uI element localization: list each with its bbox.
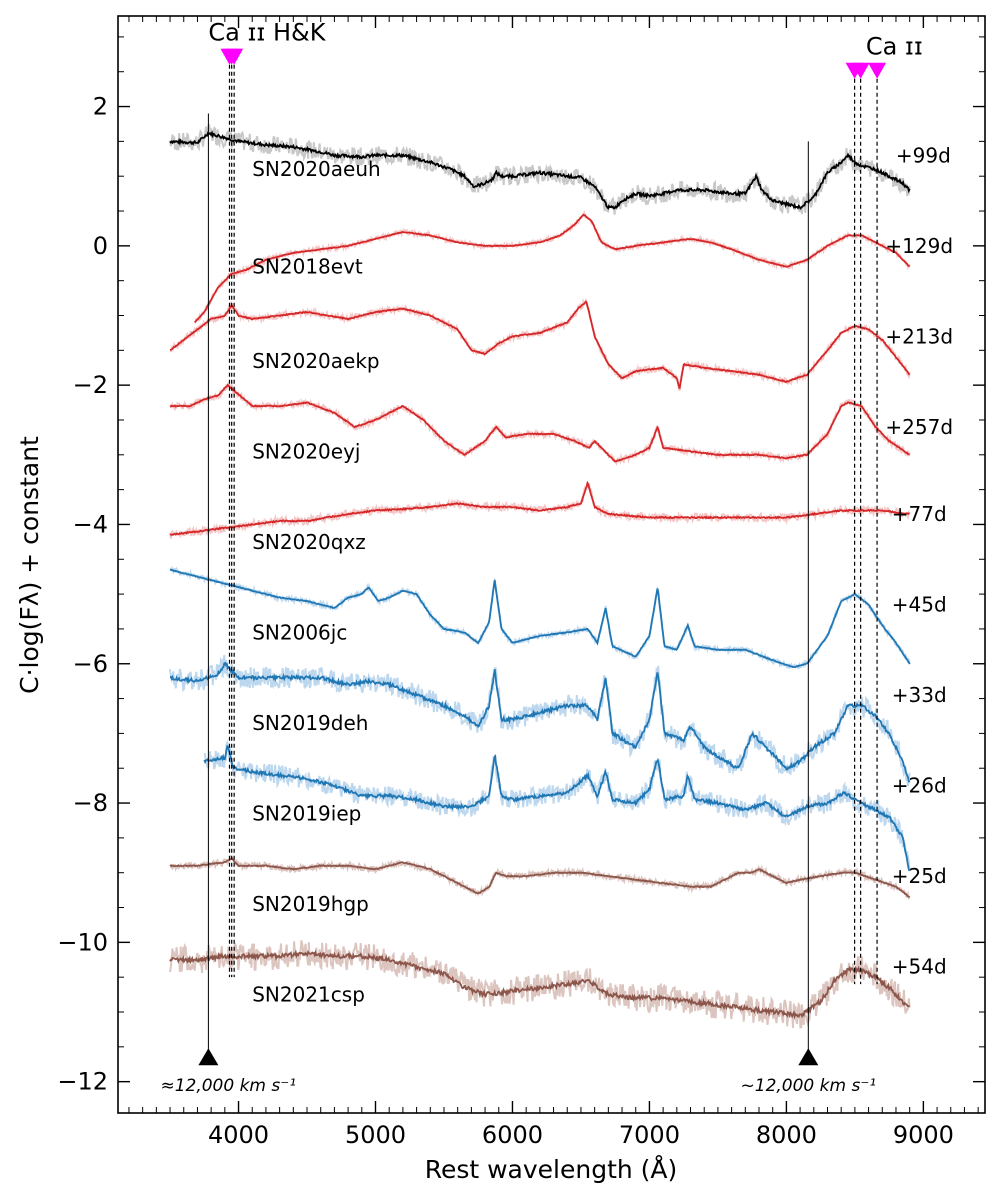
spectrum-lines: [169, 130, 911, 1020]
x-tick-label: 8000: [756, 1121, 817, 1149]
x-tick-label: 5000: [345, 1121, 406, 1149]
velocity-marker-triangle: [798, 1048, 819, 1066]
phase-label: +99d: [896, 143, 951, 167]
spectrum-line-SN2020qxz: [169, 480, 910, 536]
spectrum-line-SN2020eyj: [169, 383, 910, 463]
velocity-lines: [198, 113, 819, 1066]
y-tick-label: −2: [73, 371, 108, 399]
ca-reference-lines: [220, 48, 887, 985]
annotations: SN2020aeuh +99d SN2018evt +129d SN2020aekp +2…: [160, 18, 953, 1096]
noise-band-SN2020aekp: [169, 297, 911, 392]
x-axis-label: Rest wavelength (Å): [425, 1155, 678, 1184]
spectrum-line-SN2019iep: [203, 744, 911, 872]
y-tick-label: −12: [57, 1068, 108, 1096]
spectrum-line-SN2020aekp: [169, 300, 911, 389]
spectrum-label: SN2019hgp: [252, 892, 369, 916]
noise-band-SN2019iep: [203, 739, 911, 869]
phase-label: +213d: [885, 324, 953, 348]
phase-label: +45d: [892, 593, 947, 617]
phase-label: +33d: [892, 683, 947, 707]
velocity-label: ≈12,000 km s⁻¹: [160, 1076, 296, 1096]
spectrum-line-SN2021csp: [169, 949, 910, 1020]
spectrum-line-SN2019deh: [169, 661, 911, 783]
ca-marker-triangle: [225, 48, 244, 65]
spectrum-label: SN2006jc: [252, 620, 347, 644]
spectrum-label: SN2018evt: [252, 255, 363, 279]
ca-hk-label: Ca ɪɪ H&K: [208, 18, 326, 46]
phase-label: +77d: [892, 502, 947, 526]
x-tick-label: 7000: [619, 1121, 680, 1149]
phase-label: +129d: [885, 234, 953, 258]
phase-label: +54d: [892, 955, 947, 979]
spectrum-label: SN2020aekp: [252, 349, 379, 373]
spectrum-label: SN2021csp: [252, 983, 365, 1007]
x-tick-label: 6000: [482, 1121, 543, 1149]
velocity-marker-triangle: [198, 1048, 219, 1066]
spectrum-label: SN2019deh: [252, 711, 368, 735]
y-tick-label: 2: [93, 93, 108, 121]
spectrum-label: SN2020eyj: [252, 439, 360, 463]
y-tick-label: −4: [73, 510, 108, 538]
y-tick-label: −6: [73, 650, 108, 678]
ca-marker-triangle: [851, 62, 870, 79]
spectrum-label: SN2020qxz: [252, 530, 366, 554]
phase-label: +25d: [892, 864, 947, 888]
spectrum-line-SN2019hgp: [169, 857, 911, 899]
velocity-label: ~12,000 km s⁻¹: [741, 1076, 877, 1096]
y-tick-label: −8: [73, 789, 108, 817]
phase-label: +257d: [885, 415, 953, 439]
phase-label: +26d: [892, 774, 947, 798]
y-axis-label: C·log(Fλ) + constant: [15, 436, 44, 694]
ca-marker-triangle: [868, 62, 887, 79]
y-tick-label: −10: [57, 928, 108, 956]
spectrum-label: SN2020aeuh: [252, 157, 380, 181]
x-tick-label: 9000: [893, 1121, 954, 1149]
noise-band-SN2020aeuh: [169, 123, 911, 215]
ca-ir-label: Ca ɪɪ: [866, 32, 923, 60]
noise-band-SN2019deh: [169, 655, 911, 787]
noise-band-SN2006jc: [169, 566, 911, 670]
x-tick-label: 4000: [208, 1121, 269, 1149]
spectrum-line-SN2006jc: [169, 568, 911, 669]
spectrum-label: SN2019iep: [252, 802, 361, 826]
spectrum-line-SN2018evt: [194, 213, 911, 323]
spectrum-line-SN2020aeuh: [169, 130, 911, 211]
axis-ticks: 4000 5000 6000 7000 8000 9000 2 0 −2 −4 −6 −8 −10 −12: [57, 16, 985, 1149]
y-tick-label: 0: [93, 232, 108, 260]
plot-frame: [117, 15, 986, 1114]
